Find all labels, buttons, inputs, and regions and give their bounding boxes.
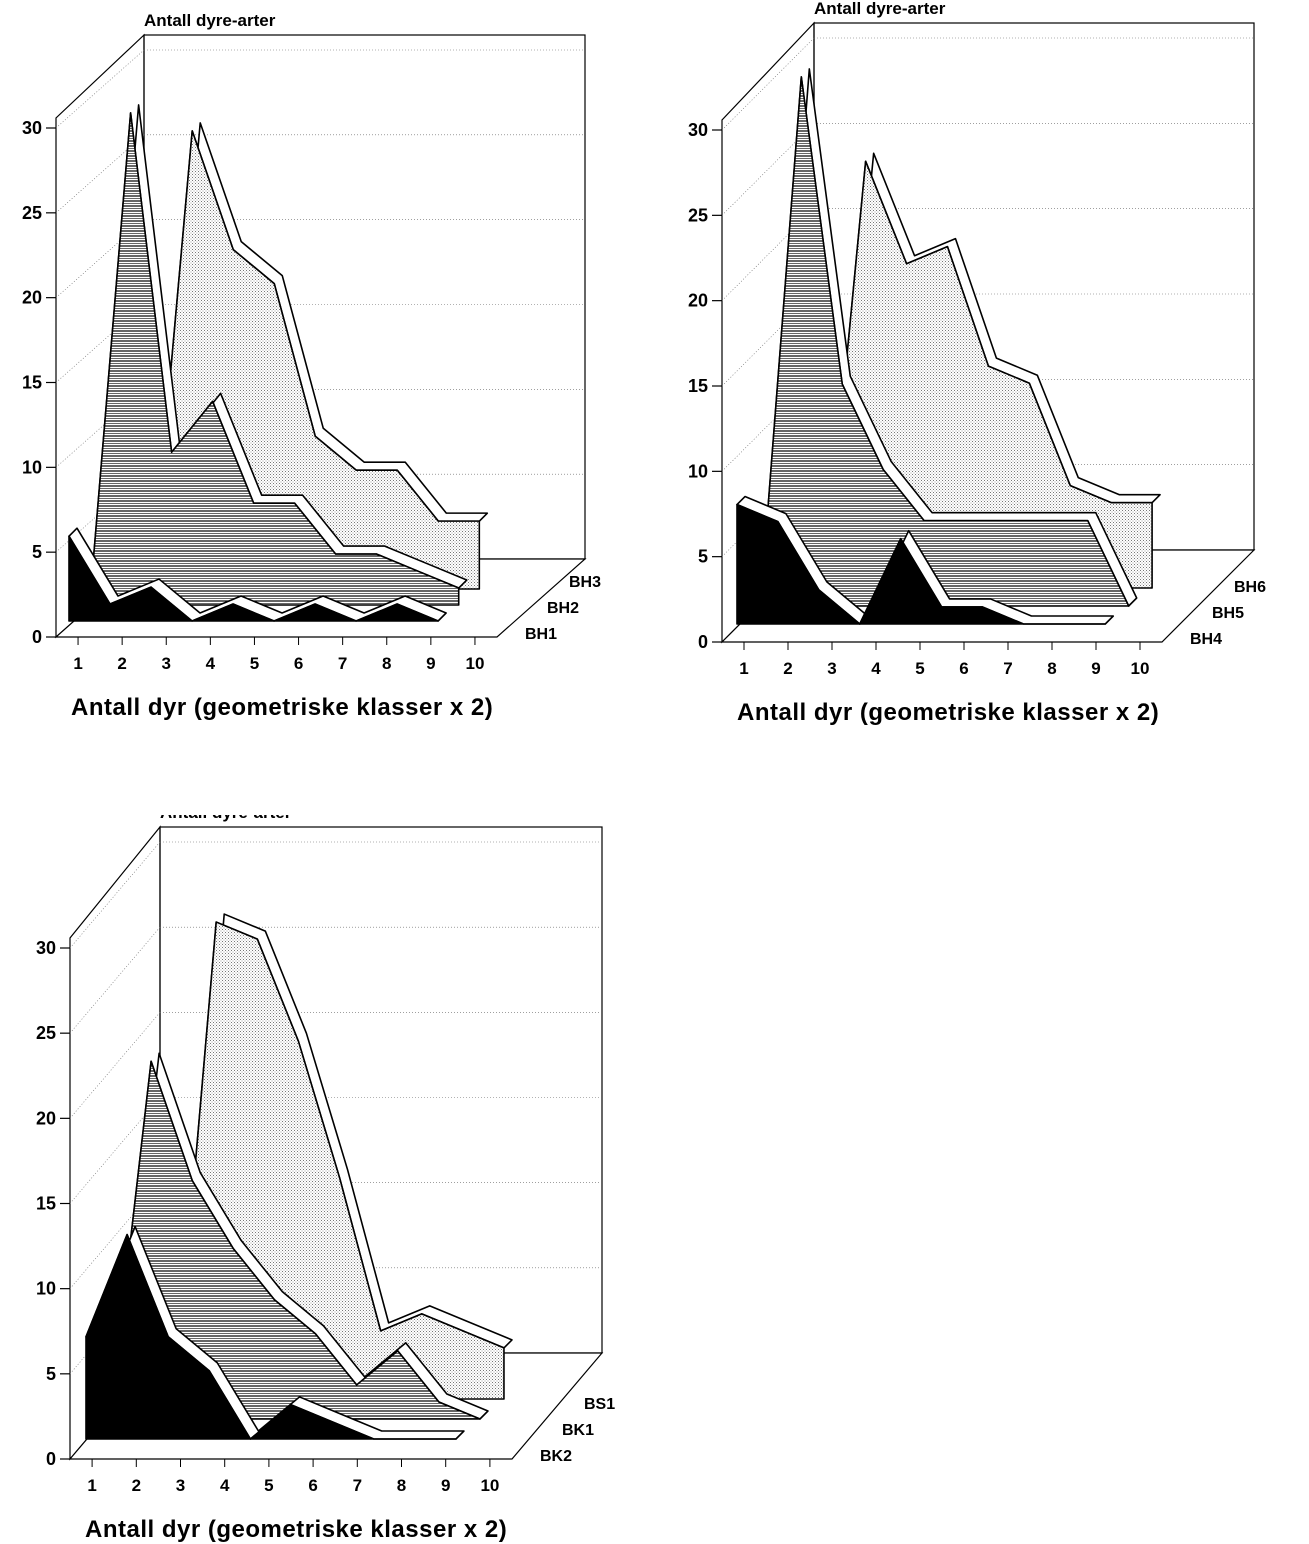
- series-label: BH1: [525, 626, 557, 643]
- x-tick-label: 8: [382, 654, 391, 673]
- x-axis-title: Antall dyr (geometriske klasser x 2): [71, 694, 493, 721]
- chart-panel-3: 0 5 10 15 20 25 30 1 2 3 4 5 6 7 8 9 10 BS1 BK1 BK2 Antall d…: [0, 815, 660, 1544]
- y-tick-label: 10: [36, 1279, 56, 1299]
- x-tick-label: 5: [250, 654, 259, 673]
- y-tick-label: 30: [688, 120, 708, 140]
- chart-panel-1: 0 5 10 15 20 25 30 1 2 3 4 5 6 7 8 9 10 BH3 BH2 BH1 Antall d…: [0, 0, 660, 730]
- y-tick-label: 20: [688, 291, 708, 311]
- y-tick-label: 5: [698, 547, 708, 567]
- x-tick-label: 1: [73, 654, 82, 673]
- series-BH4: BH4: [736, 495, 1222, 648]
- chart-panel-2: 0 5 10 15 20 25 30 1 2 3 4 5 6 7 8 9 10 BH6 BH5 BH4 Antall d…: [660, 0, 1309, 730]
- y-tick-label: 20: [36, 1108, 56, 1128]
- y-tick-label: 5: [32, 542, 42, 562]
- x-tick-label: 6: [294, 654, 303, 673]
- y-tick-label: 30: [22, 118, 42, 138]
- series-label: BH3: [569, 574, 601, 591]
- x-tick-label: 10: [480, 1476, 499, 1495]
- x-axis-title: Antall dyr (geometriske klasser x 2): [737, 699, 1159, 726]
- series-label: BH6: [1234, 579, 1266, 596]
- chart-1-svg: 0 5 10 15 20 25 30 1 2 3 4 5 6 7 8 9 10 BH3 BH2 BH1 Antall d…: [22, 11, 601, 721]
- x-tick-label: 3: [176, 1476, 185, 1495]
- y-axis-title: Antall dyre-arter: [160, 815, 292, 822]
- y-tick-label: 0: [46, 1449, 56, 1469]
- x-tick-label: 6: [308, 1476, 317, 1495]
- x-tick-label: 4: [206, 654, 216, 673]
- x-tick-label: 2: [117, 654, 126, 673]
- y-tick-label: 10: [688, 461, 708, 481]
- y-tick-label: 30: [36, 938, 56, 958]
- chart-2-svg: 0 5 10 15 20 25 30 1 2 3 4 5 6 7 8 9 10 BH6 BH5 BH4 Antall d…: [688, 0, 1266, 726]
- x-tick-label: 8: [1047, 659, 1056, 678]
- series-BK2: BK2: [85, 1225, 572, 1465]
- y-axis-title: Antall dyre-arter: [144, 11, 276, 30]
- x-tick-label: 3: [162, 654, 171, 673]
- x-tick-label: 10: [465, 654, 484, 673]
- y-tick-label: 20: [22, 288, 42, 308]
- ribbon-face: [68, 535, 439, 622]
- x-axis-title: Antall dyr (geometriske klasser x 2): [85, 1516, 507, 1543]
- series-BH1: BH1: [68, 527, 557, 643]
- y-tick-label: 0: [698, 632, 708, 652]
- y-tick-label: 25: [22, 203, 42, 223]
- series-BH5: BH5: [759, 68, 1244, 622]
- y-tick-label: 5: [46, 1364, 56, 1384]
- x-tick-label: 9: [426, 654, 435, 673]
- gridline-side: [69, 1012, 161, 1119]
- gridline-side: [69, 1097, 161, 1204]
- chart-3: 0 5 10 15 20 25 30 1 2 3 4 5 6 7 8 9 10 BS1 BK1 BK2 Antall d…: [36, 815, 615, 1543]
- series-BH2: BH2: [88, 104, 579, 617]
- x-tick-label: 4: [220, 1476, 230, 1495]
- gridline-side: [69, 1182, 161, 1289]
- x-tick-label: 10: [1131, 659, 1150, 678]
- ribbon-face: [759, 76, 1130, 607]
- series-label: BH2: [547, 600, 579, 617]
- x-tick-label: 7: [1003, 659, 1012, 678]
- series-label: BK1: [562, 1422, 594, 1439]
- x-tick-label: 4: [871, 659, 881, 678]
- ribbon-face: [109, 1060, 481, 1420]
- y-axis-title: Antall dyre-arter: [814, 0, 946, 18]
- chart-1: 0 5 10 15 20 25 30 1 2 3 4 5 6 7 8 9 10 BH3 BH2 BH1 Antall d…: [22, 11, 601, 721]
- x-tick-label: 8: [397, 1476, 406, 1495]
- gridline-side: [721, 37, 815, 131]
- y-tick-label: 10: [22, 457, 42, 477]
- x-tick-label: 1: [87, 1476, 96, 1495]
- gridline-side: [69, 841, 161, 949]
- series-label: BK2: [540, 1448, 572, 1465]
- y-tick-label: 15: [36, 1194, 56, 1214]
- x-tick-label: 9: [441, 1476, 450, 1495]
- series-label: BH5: [1212, 605, 1244, 622]
- ribbon-face: [85, 1233, 457, 1440]
- x-tick-label: 1: [739, 659, 748, 678]
- chart-2: 0 5 10 15 20 25 30 1 2 3 4 5 6 7 8 9 10 BH6 BH5 BH4 Antall d…: [688, 0, 1266, 726]
- x-tick-label: 2: [132, 1476, 141, 1495]
- x-tick-label: 7: [338, 654, 347, 673]
- x-tick-label: 2: [783, 659, 792, 678]
- series-BK1: BK1: [109, 1052, 594, 1439]
- x-tick-label: 9: [1091, 659, 1100, 678]
- gridline-side: [69, 926, 161, 1034]
- y-tick-label: 0: [32, 627, 42, 647]
- y-tick-label: 15: [688, 376, 708, 396]
- series-label: BH4: [1190, 631, 1222, 648]
- x-tick-label: 6: [959, 659, 968, 678]
- y-tick-label: 25: [36, 1023, 56, 1043]
- x-tick-label: 5: [264, 1476, 273, 1495]
- x-tick-label: 7: [353, 1476, 362, 1495]
- ribbon-face: [736, 503, 1107, 625]
- series-label: BS1: [584, 1396, 615, 1413]
- x-tick-label: 5: [915, 659, 924, 678]
- y-tick-label: 15: [22, 373, 42, 393]
- y-tick-label: 25: [688, 205, 708, 225]
- ribbon-face: [88, 112, 460, 606]
- x-tick-label: 3: [827, 659, 836, 678]
- chart-3-svg: 0 5 10 15 20 25 30 1 2 3 4 5 6 7 8 9 10 BS1 BK1 BK2 Antall d…: [36, 815, 615, 1543]
